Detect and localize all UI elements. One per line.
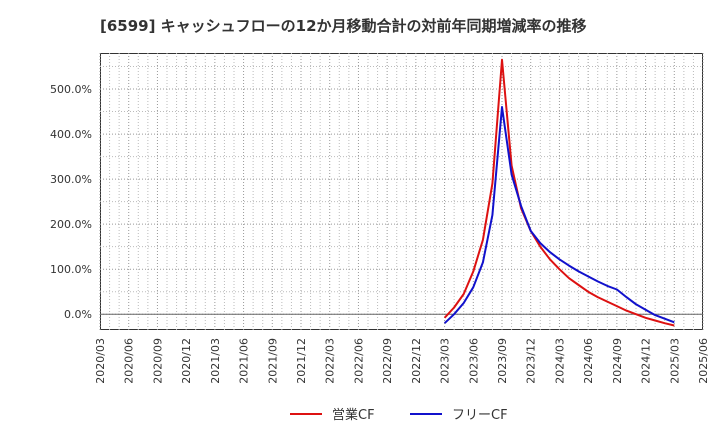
x-tick-label: 2025/06 xyxy=(697,338,710,384)
series-line-operating-cf xyxy=(443,58,675,327)
x-tick-label: 2020/03 xyxy=(94,338,107,384)
x-tick-label: 2025/03 xyxy=(668,338,681,384)
x-tick-label: 2023/03 xyxy=(439,338,452,384)
series-layer xyxy=(443,58,675,327)
x-tick-label: 2020/06 xyxy=(123,338,136,384)
y-tick-label: 0.0% xyxy=(64,308,92,321)
x-tick-label: 2024/12 xyxy=(640,338,653,384)
x-tick-label: 2023/09 xyxy=(496,338,509,384)
series-line-free-cf xyxy=(443,106,675,324)
x-tick-label: 2023/06 xyxy=(467,338,480,384)
x-tick-label: 2021/03 xyxy=(209,338,222,384)
x-tick-label: 2022/09 xyxy=(381,338,394,384)
x-tick-label: 2020/12 xyxy=(180,338,193,384)
legend-label: 営業CF xyxy=(332,407,375,423)
x-tick-label: 2024/03 xyxy=(553,338,566,384)
x-grid xyxy=(99,53,704,330)
y-axis: 0.0% 100.0% 200.0% 300.0% 400.0% 500.0% xyxy=(50,83,92,321)
x-tick-label: 2021/06 xyxy=(238,338,251,384)
legend-label: フリーCF xyxy=(452,408,508,423)
chart-title: [6599] キャッシュフローの12か月移動合計の対前年同期増減率の推移 xyxy=(100,17,587,35)
x-axis: 2020/03 2020/06 2020/09 2020/12 2021/03 2021/… xyxy=(94,338,710,384)
y-tick-label: 100.0% xyxy=(50,263,92,276)
x-tick-label: 2022/06 xyxy=(352,338,365,384)
x-tick-label: 2024/06 xyxy=(582,338,595,384)
x-tick-label: 2021/12 xyxy=(295,338,308,384)
y-tick-label: 500.0% xyxy=(50,83,92,96)
y-tick-label: 200.0% xyxy=(50,218,92,231)
legend: 営業CF フリーCF xyxy=(290,407,508,423)
x-tick-label: 2024/09 xyxy=(611,338,624,384)
x-tick-label: 2020/09 xyxy=(151,338,164,384)
x-tick-label: 2022/12 xyxy=(410,338,423,384)
y-tick-label: 400.0% xyxy=(50,128,92,141)
x-tick-label: 2023/12 xyxy=(525,338,538,384)
x-tick-label: 2021/09 xyxy=(266,338,279,384)
x-tick-label: 2022/03 xyxy=(324,338,337,384)
y-tick-label: 300.0% xyxy=(50,173,92,186)
